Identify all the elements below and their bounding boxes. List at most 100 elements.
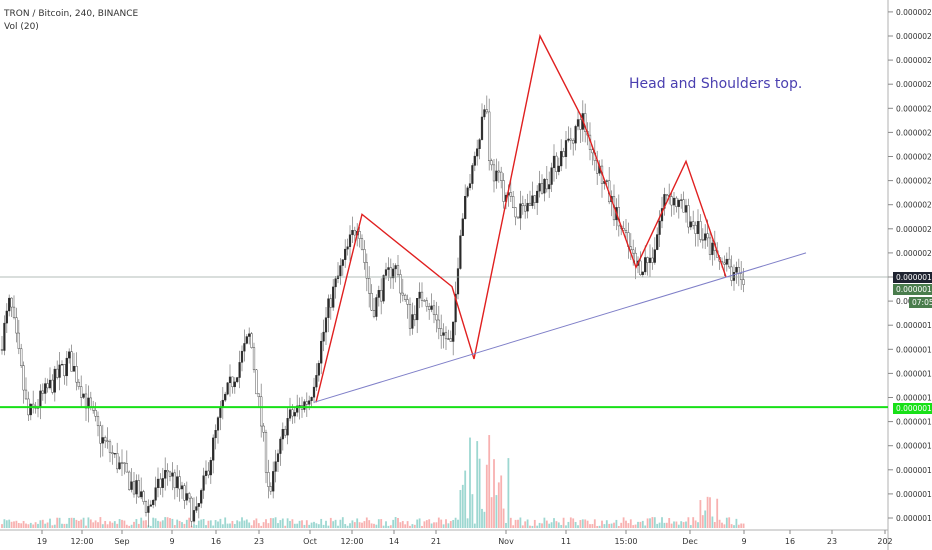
y-tick-label: 0.00000175: [896, 369, 932, 378]
candle-body: [701, 239, 704, 241]
volume-bar: [183, 523, 186, 528]
neckline-trendline[interactable]: [313, 252, 807, 403]
volume-bar: [375, 524, 378, 528]
y-tick-label: 0.00000220: [896, 153, 932, 162]
volume-bar: [397, 517, 399, 528]
candle-body: [156, 478, 160, 488]
candle-body: [404, 294, 407, 300]
volume-bar: [77, 520, 80, 528]
volume-bar: [440, 519, 443, 528]
volume-indicator-label[interactable]: Vol (20): [4, 22, 39, 32]
candle-body: [423, 300, 426, 302]
x-tick-label: 9: [741, 537, 746, 546]
candle-body: [737, 267, 740, 274]
volume-bar: [219, 518, 222, 528]
volume-bar: [262, 522, 265, 528]
volume-bar: [581, 519, 584, 528]
volume-bar: [716, 498, 719, 528]
candle-body: [77, 381, 80, 387]
volume-bar: [385, 521, 387, 528]
volume-bars: [1, 435, 745, 528]
volume-bar: [437, 517, 440, 528]
volume-bar: [370, 523, 373, 528]
candle-body: [46, 383, 49, 389]
candle-body: [358, 231, 361, 239]
volume-bar: [176, 519, 179, 528]
candle-body: [236, 377, 239, 383]
candle-body: [488, 111, 491, 161]
candle-body: [180, 485, 184, 490]
candle-body: [113, 453, 116, 455]
volume-bar: [548, 523, 551, 528]
candle-body: [430, 305, 433, 310]
candle-body: [144, 501, 148, 513]
candle-body: [324, 317, 328, 333]
pattern-annotation[interactable]: Head and Shoulders top.: [629, 76, 803, 92]
candle-body: [435, 314, 438, 321]
candle-body: [740, 273, 743, 280]
volume-bar: [557, 522, 560, 528]
candle-body: [394, 265, 397, 270]
y-tick-label: 0.00000150: [896, 490, 932, 499]
volume-bar: [613, 522, 615, 528]
volume-bar: [17, 522, 20, 528]
volume-bar: [569, 517, 572, 528]
candle-body: [15, 317, 18, 334]
volume-bar: [404, 524, 407, 528]
candle-body: [360, 238, 364, 250]
volume-bar: [267, 523, 270, 528]
volume-bar: [142, 520, 145, 528]
volume-bar: [656, 523, 659, 528]
volume-bar: [560, 524, 563, 528]
x-tick-label: 23: [254, 537, 264, 546]
volume-bar: [425, 520, 428, 528]
x-tick-label: 12:00: [340, 537, 363, 546]
candle-body: [384, 269, 388, 276]
volume-bar: [709, 497, 711, 528]
volume-bar: [524, 521, 527, 528]
volume-bar: [721, 522, 723, 528]
volume-bar: [233, 523, 236, 528]
volume-bar: [20, 523, 23, 528]
volume-bar: [224, 517, 227, 528]
volume-bar: [577, 525, 579, 528]
candle-body: [413, 314, 416, 321]
volume-bar: [1, 524, 3, 528]
candle-body: [605, 180, 608, 182]
volume-bar: [80, 519, 83, 528]
volume-bar: [733, 525, 735, 528]
volume-bar: [37, 523, 39, 528]
volume-bar: [476, 441, 479, 528]
volume-bar: [135, 519, 138, 528]
candle-body: [274, 461, 277, 472]
volume-bar: [603, 524, 606, 528]
volume-bar: [118, 519, 121, 528]
price-axis[interactable]: 0.00000145 0.00000150 0.00000155 0.00000160…: [888, 8, 932, 523]
volume-bar: [689, 525, 692, 528]
volume-bar: [152, 517, 155, 528]
volume-bar: [317, 524, 320, 528]
candle-body: [689, 221, 692, 228]
candle-body: [116, 453, 119, 470]
candle-body: [39, 390, 42, 407]
volume-bar: [137, 523, 140, 528]
head-and-shoulders-line[interactable]: [315, 33, 727, 403]
candle-body: [500, 171, 503, 181]
volume-bar: [512, 525, 515, 528]
candle-body: [214, 430, 217, 439]
candle-body: [425, 300, 428, 307]
volume-bar: [361, 522, 363, 528]
volume-bar: [272, 518, 275, 528]
volume-bar: [5, 520, 8, 528]
candle-body: [341, 259, 344, 266]
volume-bar: [464, 470, 467, 528]
volume-bar: [471, 494, 474, 528]
candle-body: [368, 278, 371, 294]
current-price-badge: 0.00000194: [893, 284, 932, 295]
volume-bar: [697, 522, 699, 528]
volume-bar: [181, 522, 183, 528]
volume-bar: [615, 519, 618, 528]
time-axis[interactable]: 19 12:00 Sep 9 16 23 Oct 12:00 14 21 Nov 11 15:00 Dec…: [37, 530, 893, 546]
volume-bar: [553, 518, 555, 528]
candle-body: [3, 322, 6, 351]
